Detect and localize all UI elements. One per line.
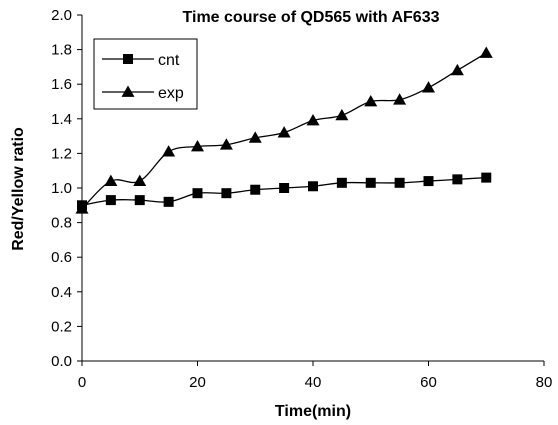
data-point-cnt [336,177,347,188]
data-point-cnt [308,181,318,192]
data-point-exp [133,174,147,186]
y-tick-label: 1.6 [51,76,72,93]
y-tick-label: 0.0 [51,353,72,370]
data-point-cnt [250,184,261,195]
data-point-exp [450,63,464,76]
data-point-exp [479,46,493,58]
series-exp [75,46,493,214]
data-point-cnt [279,183,290,193]
x-tick-label: 20 [189,374,206,391]
data-point-exp [104,174,118,186]
x-tick-label: 60 [420,374,437,391]
y-tick-label: 0.8 [51,215,72,232]
y-tick-label: 0.6 [51,249,72,266]
axes: 0 20 40 60 80 0.0 0.2 0.4 0.6 0.8 1.0 1.2 1.4 1.6 1.8 2… [51,7,552,391]
y-axis-title: Red/Yellow ratio [10,127,27,251]
legend-box [93,38,198,110]
data-point-cnt [163,196,174,207]
y-tick-label: 2.0 [51,7,72,24]
data-point-exp [277,126,291,138]
x-axis-title: Time(min) [275,403,351,420]
data-point-exp [364,95,378,107]
legend-marker-cnt [123,54,133,64]
legend-marker-exp [121,85,135,97]
series-layer [75,46,493,214]
y-tick-label: 1.4 [51,111,72,128]
data-point-cnt [134,195,145,206]
data-point-exp [191,139,204,152]
x-tick-label: 0 [78,374,86,391]
data-point-cnt [105,195,116,206]
data-point-exp [306,114,320,126]
y-tick-label: 1.0 [51,180,72,197]
y-tick-label: 1.2 [51,145,72,162]
data-point-cnt [394,177,405,188]
data-point-cnt [192,188,203,199]
x-tick-label: 80 [536,374,553,391]
data-point-exp [248,131,262,143]
data-point-exp [422,81,435,93]
y-tick-label: 0.4 [51,284,72,301]
legend: cnt exp [93,38,198,110]
y-tick-label: 0.2 [51,318,72,335]
data-point-cnt [365,177,376,188]
data-point-exp [393,93,407,105]
data-point-cnt [452,174,463,185]
x-tick-label: 40 [305,374,322,391]
data-point-exp [162,145,176,157]
legend-label-exp: exp [158,85,184,102]
data-point-cnt [423,176,434,187]
data-point-exp [75,202,89,214]
data-point-exp [335,108,349,121]
y-tick-label: 1.8 [51,42,72,59]
data-point-cnt [481,172,492,183]
data-point-cnt [221,188,232,199]
legend-label-cnt: cnt [158,52,180,69]
data-point-exp [219,138,233,150]
chart-title: Time course of QD565 with AF633 [183,9,440,26]
